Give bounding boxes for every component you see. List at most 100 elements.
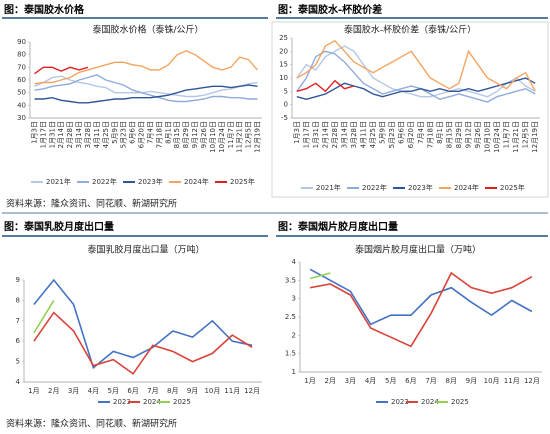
- x-tick-label: 10月: [484, 377, 500, 385]
- legend-label: 2023: [391, 398, 409, 406]
- y-tick-label: 1: [292, 368, 296, 376]
- series-line: [296, 39, 536, 92]
- legend-label: 2023年: [138, 177, 163, 186]
- y-tick-label: 30: [17, 114, 26, 122]
- chart-title: 泰国胶水-杯胶价差（泰铢/公斤）: [344, 24, 476, 36]
- x-tick-label: 4月11日: [360, 121, 368, 148]
- y-tick-label: 25: [279, 34, 288, 42]
- y-tick-label: 90: [17, 38, 26, 46]
- x-tick-label: 1月3日: [293, 121, 301, 144]
- x-tick-label: 3月14日: [75, 121, 83, 148]
- legend-label: 2025: [173, 398, 191, 406]
- caption: 图：泰国胶水价格: [4, 3, 85, 16]
- x-tick-label: 2月28日: [66, 121, 74, 148]
- y-tick-label: 40: [17, 101, 26, 109]
- x-tick-label: 11月21日: [236, 121, 244, 153]
- x-tick-label: 1月: [28, 387, 39, 395]
- x-tick-label: 3月28日: [84, 121, 92, 148]
- legend-label: 2024年: [184, 177, 209, 186]
- x-tick-label: 5月: [385, 377, 396, 385]
- x-tick-label: 10月: [204, 387, 220, 395]
- x-tick-label: 11月: [504, 377, 520, 385]
- x-tick-label: 8月1日: [436, 121, 444, 144]
- y-tick-label: 5: [284, 87, 288, 95]
- y-tick-label: 20: [279, 47, 288, 55]
- legend-label: 2024: [143, 398, 161, 406]
- series-line: [296, 79, 355, 93]
- y-tick-label: 60: [17, 76, 26, 84]
- series-line: [33, 311, 253, 375]
- x-tick-label: 3月: [68, 387, 79, 395]
- source: 资料来源：隆众资讯、同花顺、新湖研究所: [6, 198, 177, 210]
- x-tick-label: 1月17日: [302, 121, 310, 148]
- x-tick-label: 5月23日: [388, 121, 396, 148]
- x-tick-label: 7月: [425, 377, 436, 385]
- x-tick-label: 12月: [244, 387, 260, 395]
- caption: 图：泰国乳胶月度出口量: [4, 220, 114, 233]
- x-tick-label: 9月: [187, 387, 198, 395]
- x-tick-label: 6月: [405, 377, 416, 385]
- x-tick-label: 11月7日: [503, 121, 511, 148]
- series-line: [309, 268, 533, 326]
- y-tick-label: 0: [284, 101, 288, 109]
- x-tick-label: 10月10日: [209, 121, 217, 153]
- legend-label: 2022年: [362, 183, 387, 192]
- x-tick-label: 12月5日: [522, 121, 530, 148]
- x-tick-label: 9月26日: [200, 121, 208, 148]
- legend-label: 2025年: [230, 177, 255, 186]
- legend-label: 2023: [113, 398, 131, 406]
- x-tick-label: 6月6日: [398, 121, 406, 144]
- x-tick-label: 7月: [147, 387, 158, 395]
- y-tick-label: 2: [292, 331, 296, 339]
- x-tick-label: 4月: [365, 377, 376, 385]
- y-tick-label: 7: [16, 317, 20, 325]
- x-tick-label: 8月29日: [455, 121, 463, 148]
- x-tick-label: 12月19日: [254, 121, 262, 153]
- x-tick-label: 1月31日: [312, 121, 320, 148]
- x-tick-label: 7月4日: [146, 121, 154, 144]
- series-line: [296, 77, 536, 101]
- x-tick-label: 7月18日: [426, 121, 434, 148]
- chart-title: 泰国烟片胶月度出口量（万吨）: [355, 244, 481, 256]
- chart-frame: [271, 21, 549, 198]
- x-tick-label: 2月28日: [331, 121, 339, 148]
- x-tick-label: 10月24日: [218, 121, 226, 153]
- legend-label: 2022年: [92, 177, 117, 186]
- caption: 图：泰国烟片胶月度出口量: [278, 220, 398, 233]
- x-tick-label: 11月7日: [227, 121, 235, 148]
- y-tick-label: -5: [281, 114, 288, 122]
- x-tick-label: 4月11日: [93, 121, 101, 148]
- series-line: [34, 75, 258, 98]
- x-tick-label: 8月1日: [164, 121, 172, 144]
- x-tick-label: 4月25日: [369, 121, 377, 148]
- x-tick-label: 11月21日: [512, 121, 520, 153]
- y-tick-label: 9: [16, 276, 20, 284]
- y-tick-label: 50: [17, 89, 26, 97]
- series-line: [309, 272, 331, 280]
- x-tick-label: 12月19日: [531, 121, 539, 153]
- x-tick-label: 10月24日: [493, 121, 501, 153]
- x-tick-label: 1月17日: [39, 121, 47, 148]
- series-line: [309, 271, 533, 348]
- x-tick-label: 1月3日: [30, 121, 38, 144]
- x-tick-label: 4月: [88, 387, 99, 395]
- x-tick-label: 8月29日: [182, 121, 190, 148]
- y-tick-label: 70: [17, 63, 26, 71]
- x-tick-label: 6月: [127, 387, 138, 395]
- x-tick-label: 3月14日: [340, 121, 348, 148]
- x-tick-label: 7月18日: [155, 121, 163, 148]
- y-tick-label: 6: [16, 337, 21, 345]
- y-tick-label: 2.5: [285, 313, 296, 321]
- y-tick-label: 3: [292, 295, 296, 303]
- x-tick-label: 2月: [325, 377, 336, 385]
- x-tick-label: 8月: [167, 387, 178, 395]
- x-tick-label: 9月12日: [191, 121, 199, 148]
- legend-label: 2023年: [408, 183, 433, 192]
- x-tick-label: 9月: [466, 377, 477, 385]
- x-tick-label: 3月28日: [350, 121, 358, 148]
- legend-label: 2025: [451, 398, 469, 406]
- x-tick-label: 9月12日: [464, 121, 472, 148]
- x-tick-label: 11月: [224, 387, 240, 395]
- x-tick-label: 5月9日: [379, 121, 387, 144]
